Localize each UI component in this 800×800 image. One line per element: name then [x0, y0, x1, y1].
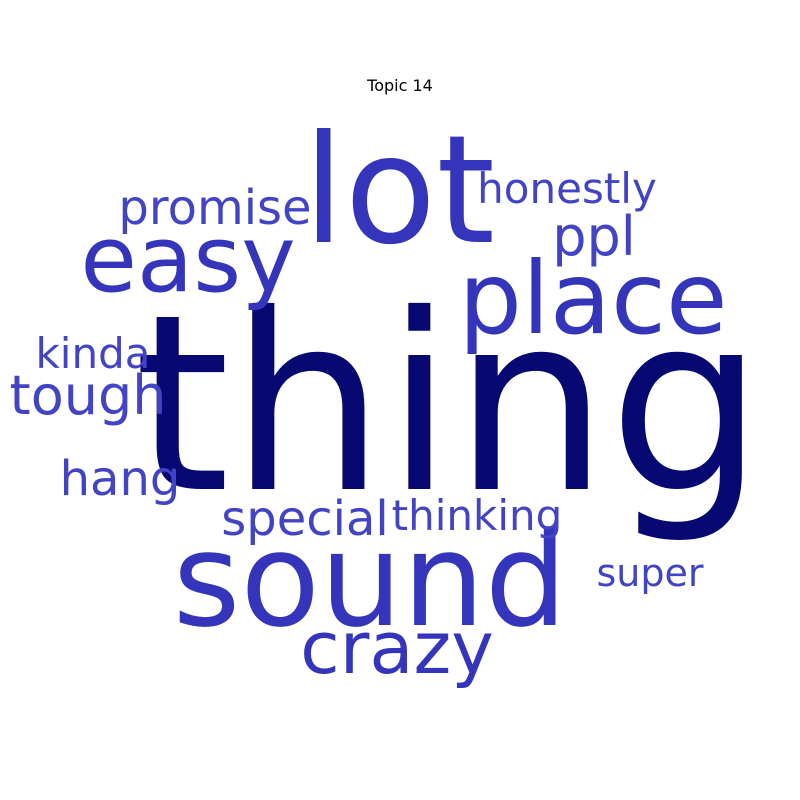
word-promise: promise	[118, 180, 311, 236]
word-crazy: crazy	[300, 606, 494, 690]
word-sound: sound	[173, 504, 568, 656]
word-lot: lot	[303, 104, 495, 278]
word-easy: easy	[80, 206, 295, 313]
word-honestly: honestly	[477, 164, 657, 213]
word-thinking: thinking	[392, 491, 563, 540]
word-thing: thing	[134, 262, 764, 547]
word-super: super	[596, 551, 703, 595]
word-tough: tough	[10, 364, 167, 427]
word-hang: hang	[60, 451, 181, 507]
word-kinda: kinda	[35, 329, 150, 378]
word-special: special	[221, 491, 388, 547]
chart-title: Topic 14	[367, 76, 433, 95]
word-ppl: ppl	[552, 205, 636, 268]
word-place: place	[458, 240, 727, 357]
